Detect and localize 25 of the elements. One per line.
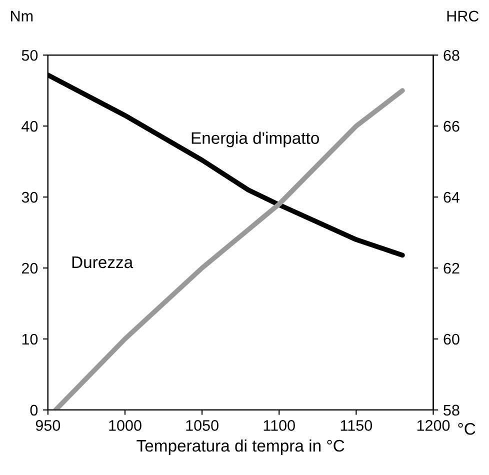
y2-tick-label: 60 (444, 334, 460, 345)
line-series (53, 88, 405, 410)
y2-tick-label: 68 (444, 50, 460, 61)
x-tick-label: 1000 (109, 420, 142, 431)
y2-tick-label: 64 (444, 192, 460, 203)
y2-tick-label: 58 (444, 404, 460, 416)
text: Durezza (72, 256, 134, 268)
series-label: Energia d'impatto (192, 132, 319, 148)
y2-axis-title: HRC (447, 10, 479, 22)
x-tick-label: 1150 (340, 420, 372, 431)
y-axis-title: Nm (11, 10, 33, 22)
text: °C (458, 422, 476, 435)
x-tick-label: 950 (36, 420, 60, 431)
x-axis-title: Temperatura di tempra in °C (136, 439, 344, 455)
y-tick-label: 20 (22, 262, 38, 274)
y2-tick-label: 66 (444, 120, 460, 132)
y-tick-label: 50 (22, 50, 38, 61)
y-tick-label: 10 (22, 334, 38, 345)
x-tick-label: 1200 (417, 420, 450, 431)
y-tick-label: 30 (22, 192, 38, 203)
y2-tick-label: 62 (444, 262, 460, 274)
x-tick-label: 1100 (264, 420, 295, 431)
y-tick-label: 0 (30, 404, 38, 416)
x-tick-label: 1050 (186, 420, 218, 431)
y-tick-label: 40 (22, 120, 38, 132)
